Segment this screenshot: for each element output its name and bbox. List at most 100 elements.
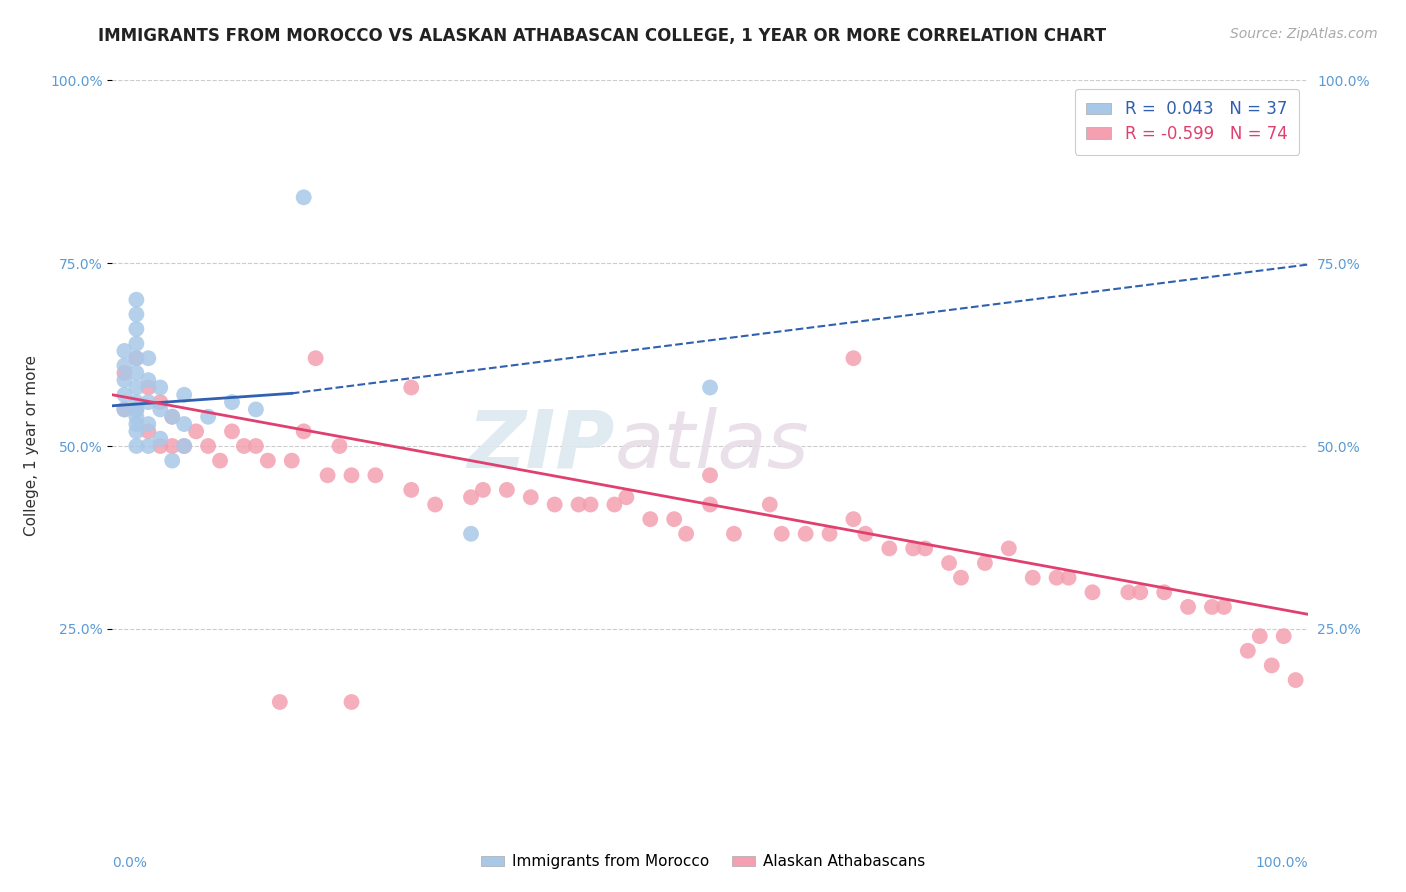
Text: Source: ZipAtlas.com: Source: ZipAtlas.com [1230, 27, 1378, 41]
Point [1285, 673, 1308, 687]
Point [114, 366, 135, 380]
Point [675, 526, 697, 541]
Point [221, 425, 243, 439]
Point [603, 498, 626, 512]
Point [138, 373, 160, 387]
Point [138, 380, 160, 394]
Point [125, 351, 148, 366]
Point [1057, 571, 1080, 585]
Point [1129, 585, 1152, 599]
Point [125, 417, 148, 431]
Text: ZIP: ZIP [467, 407, 614, 485]
Point [125, 402, 148, 417]
Point [125, 336, 148, 351]
Point [460, 490, 482, 504]
Point [125, 439, 148, 453]
Point [974, 556, 997, 570]
Point [125, 307, 148, 321]
Point [209, 453, 232, 467]
Point [186, 425, 208, 439]
Point [1118, 585, 1140, 599]
Point [233, 439, 256, 453]
Point [257, 453, 280, 467]
Point [879, 541, 901, 556]
Point [125, 395, 148, 409]
Point [149, 432, 172, 446]
Point [138, 395, 160, 409]
Point [292, 425, 315, 439]
Point [162, 439, 183, 453]
Point [855, 526, 877, 541]
Point [316, 468, 339, 483]
Point [197, 409, 219, 424]
Point [114, 402, 135, 417]
Point [162, 409, 183, 424]
Legend: R =  0.043   N = 37, R = -0.599   N = 74: R = 0.043 N = 37, R = -0.599 N = 74 [1074, 88, 1299, 154]
Point [173, 388, 195, 402]
Point [842, 351, 865, 366]
Point [770, 526, 793, 541]
Point [197, 439, 219, 453]
Point [425, 498, 447, 512]
Point [138, 417, 160, 431]
Point [520, 490, 543, 504]
Point [125, 425, 148, 439]
Point [149, 395, 172, 409]
Point [1213, 599, 1236, 614]
Point [472, 483, 495, 497]
Point [568, 498, 591, 512]
Point [125, 293, 148, 307]
Legend: Immigrants from Morocco, Alaskan Athabascans: Immigrants from Morocco, Alaskan Athabas… [475, 848, 931, 875]
Text: 100.0%: 100.0% [1256, 855, 1308, 870]
Point [305, 351, 328, 366]
Y-axis label: College, 1 year or more: College, 1 year or more [24, 356, 39, 536]
Point [759, 498, 782, 512]
Point [114, 359, 135, 373]
Point [138, 425, 160, 439]
Point [1237, 644, 1260, 658]
Point [794, 526, 817, 541]
Point [1081, 585, 1104, 599]
Point [543, 498, 565, 512]
Point [292, 190, 315, 204]
Point [221, 395, 243, 409]
Point [149, 439, 172, 453]
Point [1249, 629, 1271, 643]
Point [1046, 571, 1069, 585]
Point [640, 512, 662, 526]
Point [842, 512, 865, 526]
Point [162, 409, 183, 424]
Point [125, 366, 148, 380]
Point [340, 695, 363, 709]
Text: atlas: atlas [614, 407, 810, 485]
Point [149, 402, 172, 417]
Point [1177, 599, 1199, 614]
Point [125, 322, 148, 336]
Point [281, 453, 304, 467]
Point [699, 498, 721, 512]
Point [125, 409, 148, 424]
Point [173, 439, 195, 453]
Text: IMMIGRANTS FROM MOROCCO VS ALASKAN ATHABASCAN COLLEGE, 1 YEAR OR MORE CORRELATIO: IMMIGRANTS FROM MOROCCO VS ALASKAN ATHAB… [98, 27, 1107, 45]
Point [496, 483, 519, 497]
Point [114, 402, 135, 417]
Point [138, 351, 160, 366]
Point [818, 526, 841, 541]
Point [460, 526, 482, 541]
Point [364, 468, 387, 483]
Point [1272, 629, 1295, 643]
Point [938, 556, 960, 570]
Point [1153, 585, 1175, 599]
Point [329, 439, 352, 453]
Point [173, 439, 195, 453]
Point [125, 402, 148, 417]
Point [1261, 658, 1284, 673]
Text: 0.0%: 0.0% [112, 855, 148, 870]
Point [914, 541, 936, 556]
Point [125, 380, 148, 394]
Point [699, 468, 721, 483]
Point [579, 498, 602, 512]
Point [173, 417, 195, 431]
Point [162, 453, 183, 467]
Point [245, 402, 267, 417]
